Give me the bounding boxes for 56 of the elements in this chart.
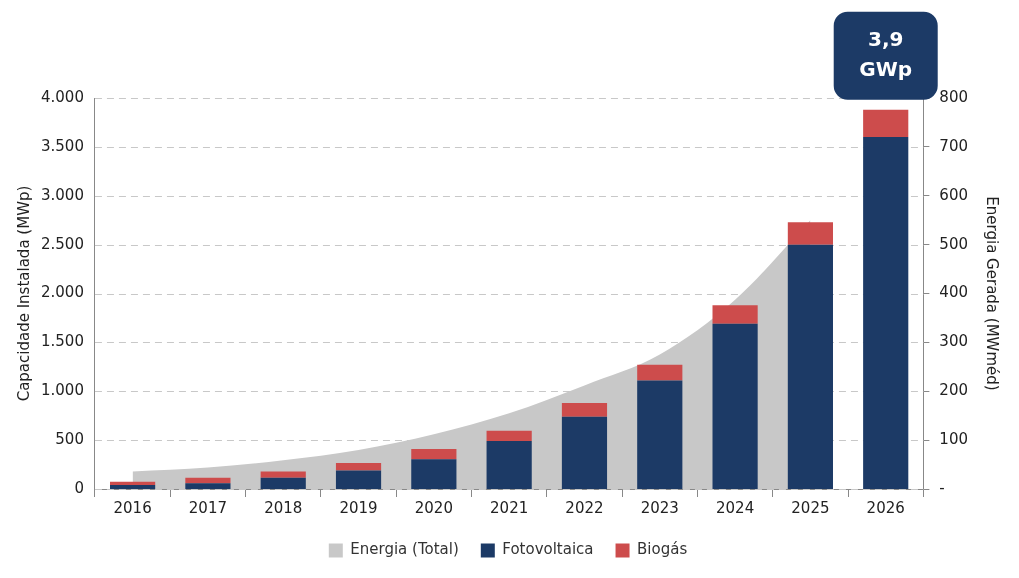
y-tick-label: 0 — [74, 478, 84, 497]
y2-tick-label: 500 — [939, 234, 969, 253]
y-tick-label: 2.000 — [40, 283, 84, 302]
y-tick-label: 4.000 — [40, 87, 84, 106]
x-tick-label: 2025 — [791, 498, 830, 517]
y2-tick-label: 300 — [939, 332, 969, 351]
bar — [486, 441, 532, 489]
bar — [787, 244, 833, 489]
x-tick-label: 2026 — [866, 498, 905, 517]
y2-tick-label: 100 — [939, 430, 969, 449]
bar — [863, 109, 909, 138]
y2-tick-label: 400 — [939, 283, 969, 302]
bar — [561, 416, 608, 489]
bar — [260, 477, 306, 489]
legend-label: Biogás — [637, 540, 688, 559]
bar — [335, 470, 382, 489]
y2-axis-title: Energia Gerada (MWméd) — [983, 196, 1002, 391]
y-tick-label: 1.500 — [40, 332, 84, 351]
bar — [637, 364, 683, 381]
y2-tick-label: 700 — [939, 136, 969, 155]
y2-tick-label: 200 — [939, 381, 969, 400]
bar — [185, 483, 231, 489]
bar — [561, 402, 608, 417]
legend-label: Fotovoltaica — [502, 540, 594, 559]
y-tick-label: 3.500 — [40, 136, 84, 155]
y-tick-label: 2.500 — [40, 234, 84, 253]
bar — [185, 477, 231, 484]
bar — [411, 459, 457, 489]
bar — [863, 137, 909, 489]
x-tick-label: 2018 — [264, 498, 303, 517]
y2-tick-label: 800 — [939, 87, 969, 106]
y-axis-title: Capacidade Instalada (MWp) — [14, 185, 33, 402]
x-tick-label: 2022 — [565, 498, 604, 517]
bar — [712, 323, 758, 489]
bar — [110, 485, 156, 489]
x-tick-label: 2019 — [339, 498, 378, 517]
x-tick-label: 2016 — [113, 498, 152, 517]
x-tick-label: 2024 — [716, 498, 755, 517]
annotation: 3,9 GWp — [859, 26, 913, 81]
bar — [712, 305, 758, 324]
bar — [787, 222, 833, 245]
bar — [260, 471, 306, 478]
y2-tick-label: - — [939, 478, 945, 497]
y-tick-label: 3.000 — [40, 185, 84, 204]
bar — [637, 380, 683, 489]
x-tick-label: 2020 — [414, 498, 453, 517]
bar — [335, 463, 382, 471]
legend-label: Energia (Total) — [350, 540, 459, 559]
bar — [486, 430, 532, 442]
x-tick-label: 2021 — [490, 498, 529, 517]
y-tick-label: 1.000 — [40, 381, 84, 400]
y2-tick-label: 600 — [939, 185, 969, 204]
x-tick-label: 2023 — [640, 498, 679, 517]
y-tick-label: 500 — [55, 430, 84, 449]
x-tick-label: 2017 — [188, 498, 227, 517]
bar — [411, 448, 457, 460]
